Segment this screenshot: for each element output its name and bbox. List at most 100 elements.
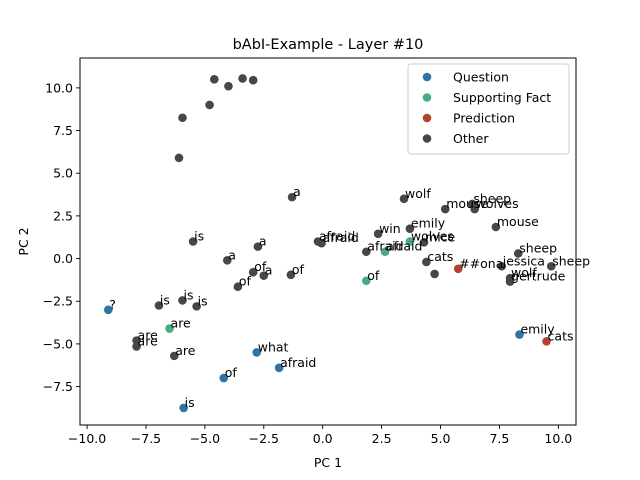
point-label: cats	[548, 328, 574, 343]
point-label: is	[194, 229, 204, 244]
y-tick-label: 0.0	[53, 251, 73, 266]
point-label: sheep	[519, 240, 557, 255]
legend-label: Prediction	[453, 111, 515, 126]
data-point-other	[132, 336, 141, 345]
data-point-other	[154, 301, 164, 310]
data-point-other	[205, 100, 214, 110]
point-label: afraid	[386, 239, 422, 254]
point-label: afraid	[323, 230, 359, 245]
points-layer	[103, 74, 556, 413]
point-label: is	[185, 395, 195, 410]
point-label: win	[379, 221, 401, 236]
point-label: a	[259, 234, 267, 249]
y-axis: −7.5 −5.0 −2.5 0.0 2.5 5.0 7.5 10.0	[43, 80, 80, 394]
data-point-other	[169, 351, 179, 361]
point-label: are	[175, 343, 196, 358]
y-tick-label: −7.5	[43, 379, 73, 394]
x-axis-title: PC 1	[314, 455, 342, 470]
y-tick-label: 10.0	[45, 80, 73, 95]
chart-title: bAbI-Example - Layer #10	[233, 37, 424, 53]
point-label: jessica	[502, 253, 545, 268]
point-label: is	[160, 293, 170, 308]
data-point-other	[178, 296, 187, 305]
x-axis: −10.0 −7.5 −5.0 −2.5 0.0 2.5 5.0 7.5 10.0	[68, 425, 572, 446]
x-tick-label: 10.0	[544, 431, 572, 446]
point-label: of	[292, 262, 305, 277]
point-label: afraid	[319, 229, 355, 244]
data-point-other	[238, 74, 247, 83]
data-point-other	[192, 302, 201, 311]
data-point-other	[178, 113, 187, 123]
data-point-question	[252, 348, 262, 357]
data-point-other	[233, 282, 243, 292]
data-point-other	[317, 238, 326, 248]
point-label: ##ona	[459, 256, 503, 271]
data-point-other	[174, 153, 184, 163]
legend-marker	[422, 134, 432, 143]
data-point-other	[253, 242, 263, 251]
data-point-supporting-fact	[380, 247, 390, 257]
point-label: what	[258, 339, 289, 354]
x-tick-label: −7.5	[131, 431, 161, 446]
point-label: a	[228, 247, 236, 262]
point-label: cats	[427, 249, 453, 264]
data-point-other	[259, 271, 269, 280]
x-tick-label: −2.5	[249, 431, 279, 446]
data-point-supporting-fact	[405, 237, 415, 246]
point-label: sheep	[552, 253, 590, 268]
point-label: mice	[425, 229, 456, 244]
point-label: gertrude	[511, 269, 566, 284]
point-label: of	[254, 259, 267, 274]
legend: Question Supporting Fact Prediction Other	[407, 63, 570, 155]
data-point-prediction	[542, 337, 551, 346]
data-point-other	[399, 194, 409, 204]
legend-marker	[422, 113, 432, 123]
data-point-other	[132, 342, 141, 351]
data-point-other	[513, 249, 523, 258]
labels-layer: ?whatofafraidisemilyareofafraidwolves##o…	[109, 184, 590, 410]
data-point-supporting-fact	[165, 324, 174, 333]
data-point-supporting-fact	[361, 276, 371, 286]
data-point-other	[248, 75, 258, 85]
x-tick-label: −10.0	[68, 431, 106, 446]
point-label: afraid	[367, 239, 403, 254]
point-label: mouse	[446, 196, 488, 211]
data-point-other	[505, 277, 515, 286]
point-label: wolf	[511, 265, 537, 280]
data-point-other	[430, 269, 439, 279]
legend-label: Supporting Fact	[453, 90, 551, 105]
legend-marker	[422, 93, 432, 102]
data-point-other	[405, 224, 415, 233]
legend-marker	[422, 72, 432, 82]
x-tick-label: 0.0	[313, 431, 333, 446]
point-label: is	[183, 287, 193, 302]
data-point-other	[287, 192, 297, 202]
point-label: a	[293, 184, 301, 199]
data-point-other	[491, 222, 501, 232]
data-point-other	[470, 204, 479, 214]
point-label: a	[265, 263, 273, 278]
data-point-question	[179, 403, 188, 413]
point-label: sheep	[473, 191, 511, 206]
data-point-other	[222, 255, 232, 265]
point-label: ?	[109, 297, 116, 312]
x-tick-label: −5.0	[190, 431, 220, 446]
point-label: mouse	[497, 214, 539, 229]
data-point-other	[497, 261, 507, 271]
point-label: are	[138, 333, 159, 348]
data-point-question	[219, 373, 229, 383]
plot-frame	[79, 57, 577, 426]
point-label: emily	[411, 216, 446, 231]
x-tick-label: 5.0	[431, 431, 451, 446]
data-point-question	[103, 305, 113, 315]
point-label: is	[198, 293, 208, 308]
data-point-question	[274, 363, 284, 373]
legend-label: Other	[453, 131, 489, 146]
data-point-other	[361, 247, 371, 257]
data-point-other	[546, 261, 556, 271]
data-point-other	[422, 257, 431, 267]
data-point-other	[286, 270, 296, 280]
point-label: wolves	[411, 229, 454, 244]
y-tick-label: 2.5	[53, 208, 73, 223]
